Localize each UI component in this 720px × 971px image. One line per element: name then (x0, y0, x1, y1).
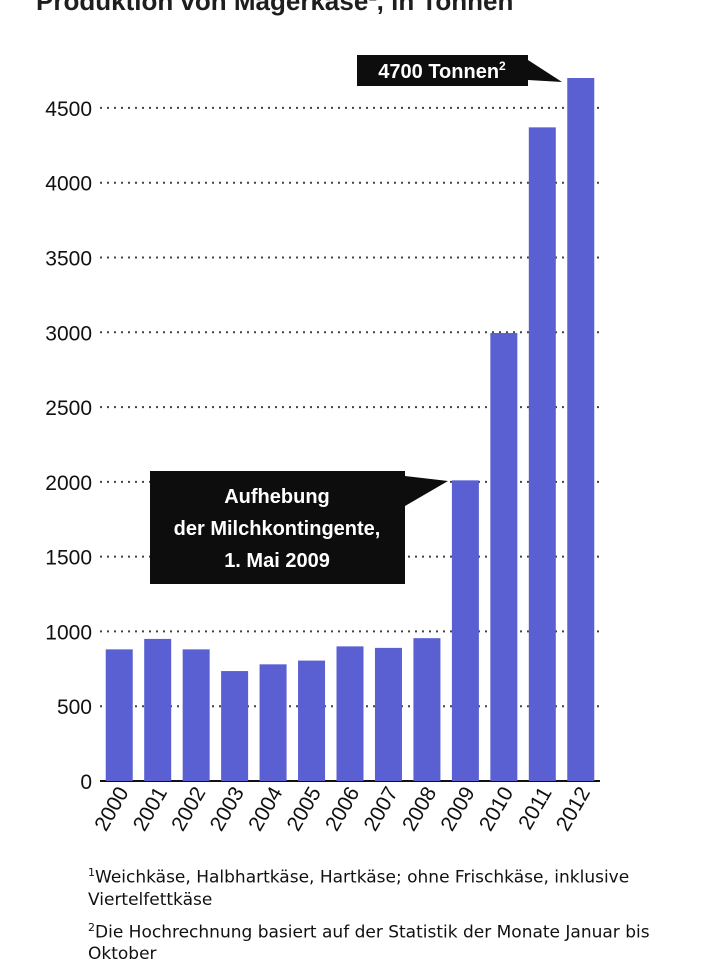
annotation-2009-line-2: der Milchkontingente, (174, 518, 381, 540)
annotation-4700-pointer (528, 60, 562, 82)
footnote-1: 1Weichkäse, Halbhartkäse, Hartkäse; ohne… (88, 862, 708, 911)
annotation-2009-pointer (405, 476, 448, 506)
x-tick-label-2000: 2000 (90, 783, 133, 835)
y-tick-label-500: 500 (57, 696, 92, 719)
y-tick-label-1500: 1500 (45, 547, 92, 570)
annotation-2009: Aufhebung der Milchkontingente, 1. Mai 2… (150, 471, 448, 584)
chart-title: Produktion von Magerkäse1, in Tonnen (36, 0, 696, 20)
y-tick-label-4000: 4000 (45, 173, 92, 196)
bar-2001 (144, 638, 172, 781)
x-tick-label-2005: 2005 (283, 783, 326, 835)
y-tick-label-3500: 3500 (45, 247, 92, 270)
x-tick-label-2003: 2003 (206, 783, 249, 835)
y-axis-ticks: 0 500 1000 1500 2000 2500 3000 3500 4000 4500 (45, 98, 92, 794)
bar-2007 (374, 647, 402, 781)
bars (105, 78, 595, 782)
x-tick-label-2011: 2011 (514, 783, 557, 834)
y-tick-label-4500: 4500 (45, 98, 92, 121)
footnote-2: 2Die Hochrechnung basiert auf der Statis… (88, 917, 708, 966)
bar-2002 (182, 649, 210, 781)
x-axis-ticks: 2000200120022003200420052006200720082009… (90, 783, 595, 835)
y-tick-label-2000: 2000 (45, 472, 92, 495)
footnote-1-text: Weichkäse, Halbhartkäse, Hartkäse; ohne … (88, 867, 630, 910)
annotations: 4700 Tonnen2 Aufhebung der Milchkontinge… (150, 55, 562, 584)
x-tick-label-2002: 2002 (167, 783, 210, 835)
bar-2009 (451, 480, 479, 781)
x-tick-label-2006: 2006 (321, 783, 364, 835)
y-tick-label-1000: 1000 (45, 621, 92, 644)
footnote-1-mark: 1 (88, 866, 95, 879)
x-tick-label-2009: 2009 (436, 783, 479, 835)
bar-2000 (105, 649, 133, 781)
x-tick-label-2012: 2012 (552, 783, 595, 835)
bar-2006 (336, 646, 364, 781)
annotation-4700-label: 4700 Tonnen (378, 61, 499, 83)
x-tick-label-2010: 2010 (475, 783, 518, 835)
footnotes: 1Weichkäse, Halbhartkäse, Hartkäse; ohne… (88, 862, 708, 971)
x-tick-label-2008: 2008 (398, 783, 441, 835)
y-tick-label-0: 0 (80, 771, 92, 794)
y-tick-label-2500: 2500 (45, 397, 92, 420)
chart-title-footnote-mark: 1 (368, 0, 376, 4)
bar-2003 (221, 671, 249, 781)
chart-title-text: Produktion von Magerkäse (36, 0, 369, 16)
footnote-2-text: Die Hochrechnung basiert auf der Statist… (88, 922, 650, 965)
y-tick-label-3000: 3000 (45, 322, 92, 345)
footnote-2-mark: 2 (88, 920, 95, 934)
x-tick-label-2001: 2001 (129, 783, 172, 835)
x-tick-label-2004: 2004 (244, 783, 287, 835)
bar-2005 (298, 660, 326, 781)
bar-2012 (567, 78, 595, 781)
annotation-4700-box (357, 55, 528, 86)
annotation-4700-text: 4700 Tonnen2 (378, 59, 506, 83)
chart-title-suffix: , in Tonnen (376, 0, 514, 16)
annotation-2009-box (150, 471, 405, 584)
bar-2011 (528, 127, 556, 782)
bar-2010 (490, 333, 518, 781)
annotation-2009-line-3: 1. Mai 2009 (224, 550, 330, 572)
bar-2004 (259, 664, 287, 781)
x-tick-label-2007: 2007 (360, 783, 403, 835)
bar-2008 (413, 638, 441, 781)
annotation-4700: 4700 Tonnen2 (357, 55, 562, 86)
annotation-4700-sup: 2 (499, 59, 506, 73)
annotation-2009-line-1: Aufhebung (224, 486, 330, 508)
bar-chart: 0 500 1000 1500 2000 2500 3000 3500 4000 4500 200… (45, 55, 600, 835)
